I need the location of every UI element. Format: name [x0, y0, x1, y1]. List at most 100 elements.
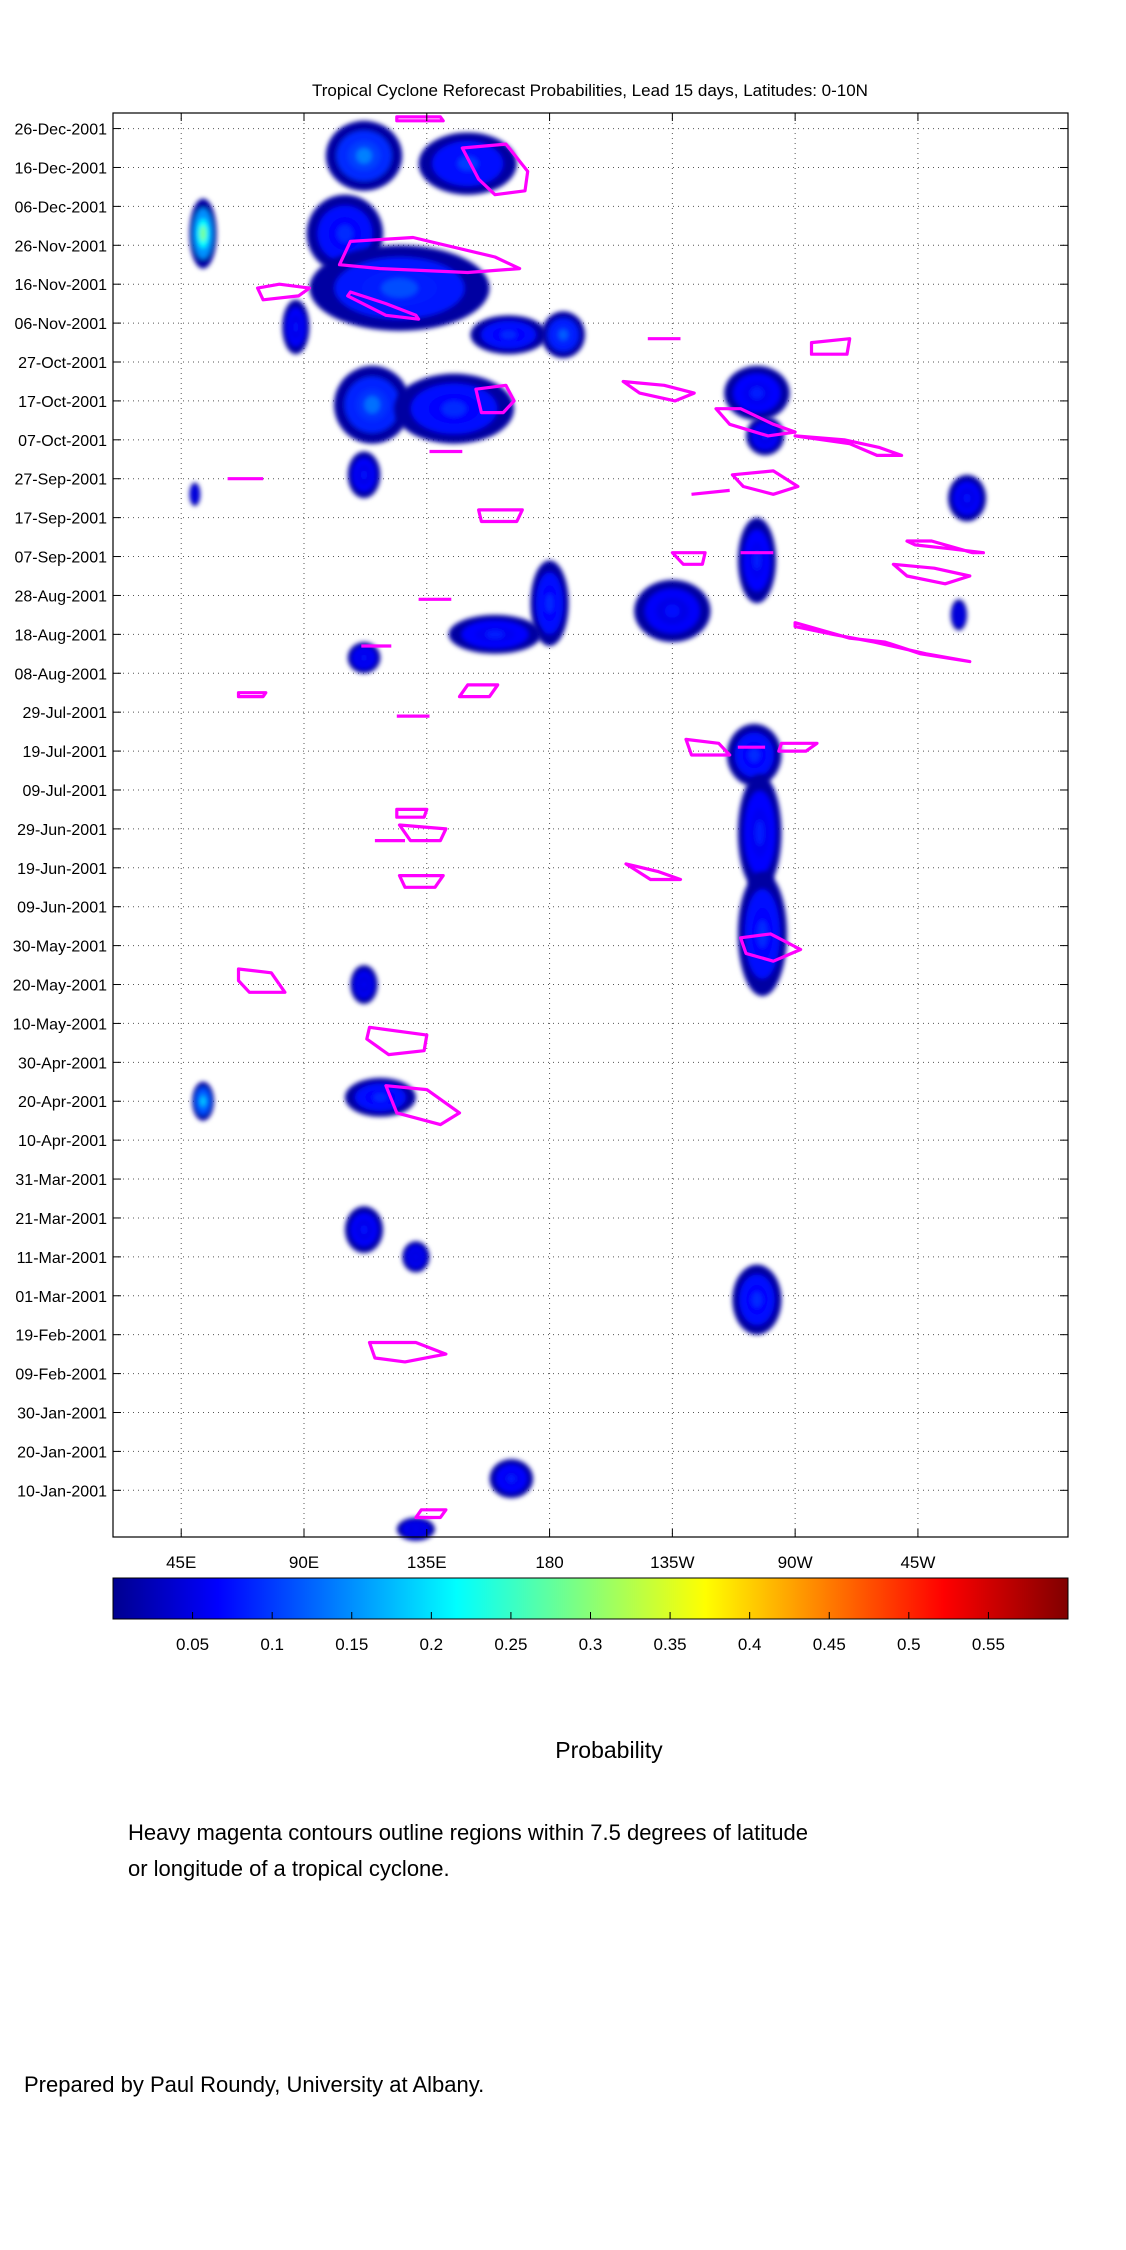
- cyclone-contour: [395, 807, 429, 819]
- probability-blob-core: [507, 1474, 516, 1483]
- probability-field: [189, 120, 987, 1541]
- cyclone-contour: [236, 967, 287, 994]
- x-tick-label: 180: [535, 1553, 563, 1572]
- probability-blob-core: [337, 225, 353, 243]
- colorbar-tick-label: 0.5: [897, 1635, 921, 1654]
- colorbar-ticks: 0.05 0.1 0.15 0.2 0.25 0.3 0.35 0.4 0.45 0.5 0.55: [176, 1612, 1005, 1654]
- cyclone-contour: [337, 235, 522, 275]
- probability-blob: [950, 599, 968, 631]
- probability-blob-core: [381, 278, 418, 298]
- cyclone-contour: [738, 932, 803, 963]
- probability-blob-core: [360, 654, 368, 662]
- colorbar-tick-label: 0.05: [176, 1635, 209, 1654]
- probability-blob-core: [748, 748, 760, 762]
- probability-blob: [448, 614, 542, 654]
- y-tick-label: 10-Apr-2001: [18, 1133, 107, 1150]
- probability-blob-core: [664, 604, 680, 618]
- y-tick-label: 29-Jun-2001: [17, 822, 107, 839]
- contour-note-line-1: Heavy magenta contours outline regions w…: [128, 1820, 808, 1845]
- cyclone-contour: [670, 551, 707, 566]
- chart-title: Tropical Cyclone Reforecast Probabilitie…: [312, 81, 868, 100]
- cyclone-contour: [256, 282, 312, 302]
- plot-border: [112, 112, 1069, 1538]
- y-tick-label: 17-Sep-2001: [14, 511, 107, 528]
- contour-note: Heavy magenta contours outline regions w…: [128, 1815, 808, 1887]
- y-tick-label: 07-Sep-2001: [14, 550, 107, 567]
- cyclone-contour: [905, 539, 986, 555]
- y-tick-label: 19-Feb-2001: [15, 1328, 107, 1345]
- y-tick-label: 01-Mar-2001: [15, 1289, 107, 1306]
- x-tick-label: 90W: [778, 1553, 813, 1572]
- y-tick-label: 20-May-2001: [13, 978, 107, 995]
- y-tick-label: 06-Nov-2001: [15, 316, 108, 333]
- probability-blob-core: [200, 225, 206, 242]
- colorbar-tick-label: 0.25: [494, 1635, 527, 1654]
- probability-blob: [282, 299, 310, 355]
- cyclone-contour: [624, 862, 683, 882]
- cyclone-contour: [414, 1508, 448, 1520]
- probability-blob: [541, 311, 586, 359]
- x-tick-label: 45E: [166, 1553, 196, 1572]
- y-tick-label: 06-Dec-2001: [15, 199, 108, 216]
- probability-blob-core: [293, 320, 299, 333]
- colorbar-tick-label: 0.2: [420, 1635, 444, 1654]
- probability-blob: [350, 965, 378, 1004]
- y-tick-label: 21-Mar-2001: [15, 1211, 107, 1228]
- cyclone-contour: [397, 823, 448, 843]
- probability-blob: [189, 198, 217, 269]
- y-tick-label: 10-Jan-2001: [17, 1483, 107, 1500]
- y-tick-label: 16-Nov-2001: [15, 277, 108, 294]
- probability-blob: [334, 365, 411, 444]
- cyclone-contour: [236, 691, 268, 699]
- cyclone-contour: [457, 683, 500, 699]
- x-tick-label: 135W: [650, 1553, 694, 1572]
- probability-blob: [325, 120, 403, 191]
- x-axis-ticks: 45E 90E 135E 180 135W 90W 45W: [166, 113, 935, 1572]
- probability-blob-core: [361, 980, 367, 989]
- cyclone-contour: [684, 737, 732, 757]
- y-tick-label: 31-Mar-2001: [15, 1172, 107, 1189]
- probability-blob: [344, 1206, 384, 1253]
- y-tick-label: 19-Jul-2001: [23, 744, 108, 761]
- probability-blob-core: [356, 148, 372, 164]
- cyclone-contour: [691, 488, 730, 496]
- probability-blob-core: [753, 551, 761, 570]
- plot-frame: [113, 113, 1068, 1537]
- probability-blob: [724, 365, 790, 421]
- y-tick-label: 26-Dec-2001: [15, 122, 108, 139]
- probability-blob-core: [442, 400, 467, 417]
- cyclone-contour: [793, 434, 904, 457]
- y-tick-label: 19-Jun-2001: [17, 861, 107, 878]
- cyclone-contour: [809, 337, 852, 356]
- y-tick-label: 30-Jan-2001: [17, 1405, 107, 1422]
- y-tick-label: 07-Oct-2001: [18, 433, 107, 450]
- probability-blob-core: [200, 1096, 206, 1106]
- x-tick-label: 90E: [289, 1553, 319, 1572]
- y-tick-label: 20-Apr-2001: [18, 1094, 107, 1111]
- probability-blob: [470, 315, 547, 355]
- probability-blob-core: [957, 611, 961, 619]
- y-tick-label: 30-May-2001: [13, 939, 107, 956]
- cyclone-contour: [777, 741, 819, 753]
- cyclone-contour: [397, 873, 445, 889]
- cyclone-contour: [367, 1340, 448, 1364]
- probability-blob-core: [364, 396, 380, 414]
- y-tick-label: 18-Aug-2001: [14, 627, 107, 644]
- probability-blob: [402, 1241, 430, 1273]
- probability-blob: [530, 560, 569, 647]
- probability-blob-core: [373, 1093, 388, 1102]
- contour-note-line-2: or longitude of a tropical cyclone.: [128, 1856, 450, 1881]
- probability-blob: [418, 132, 517, 195]
- cyclone-contour: [891, 562, 972, 586]
- colorbar-tick-label: 0.55: [972, 1635, 1005, 1654]
- y-tick-label: 27-Oct-2001: [18, 355, 107, 372]
- probability-blob: [737, 517, 777, 604]
- y-tick-label: 27-Sep-2001: [14, 472, 107, 489]
- cyclone-contour: [460, 142, 530, 197]
- y-tick-label: 09-Jun-2001: [17, 900, 107, 917]
- x-tick-label: 135E: [407, 1553, 447, 1572]
- y-tick-label: 28-Aug-2001: [14, 588, 107, 605]
- y-tick-label: 26-Nov-2001: [15, 238, 108, 255]
- probability-blob-core: [193, 491, 196, 497]
